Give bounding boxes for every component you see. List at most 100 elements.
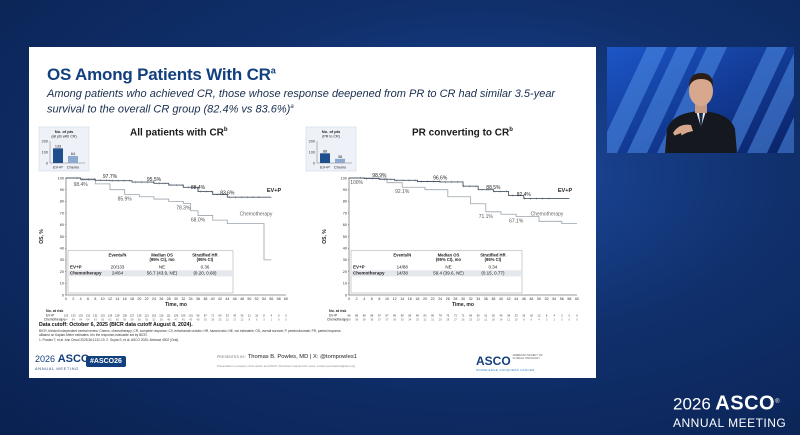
at-risk-chemo-value: 8 (249, 318, 251, 322)
table-header: (95% CI) (485, 257, 502, 262)
at-risk-chemo-value: 6 (531, 318, 533, 322)
x-tick-label: 38 (491, 297, 495, 301)
at-risk-evp-value: 111 (167, 314, 171, 318)
x-tick-label: 50 (537, 297, 541, 301)
series-label-chemo: Chemotherapy (531, 211, 564, 217)
inset-bar-value: 133 (55, 144, 61, 148)
x-tick-label: 36 (484, 297, 488, 301)
inset-box (38, 126, 90, 172)
y-tick-label: 50 (343, 235, 347, 239)
at-risk-evp-value: 61 (484, 314, 487, 318)
at-risk-evp-value: 109 (174, 314, 179, 318)
x-tick-label: 0 (348, 297, 350, 301)
x-axis-label: Time, mo (452, 302, 474, 308)
at-risk-evp-value: 71 (211, 314, 214, 318)
inset-y-tick: 0 (46, 162, 48, 166)
at-risk-evp-value: 88 (355, 314, 358, 318)
at-risk-chemo-value: 21 (484, 318, 487, 322)
at-risk-evp-value: 121 (145, 314, 150, 318)
table-header: (95% CI), mo (436, 257, 462, 262)
y-tick-label: 40 (343, 247, 347, 251)
at-risk-evp-value: 131 (101, 314, 106, 318)
at-risk-chemo-value: 34 (408, 318, 411, 322)
table-row-bg (351, 270, 522, 277)
x-tick-label: 12 (393, 297, 397, 301)
footnote-abbrev: BICR, blinded independent central review… (39, 328, 342, 333)
at-risk-chemo-value: 36 (393, 318, 396, 322)
x-tick-label: 2 (72, 297, 74, 301)
at-risk-chemo-value: 50 (160, 318, 163, 322)
at-risk-evp-value: 101 (189, 314, 194, 318)
at-risk-chemo-value: 8 (523, 318, 525, 322)
inset-x-label: EV+P (320, 166, 330, 170)
x-tick-label: 50 (247, 297, 251, 301)
inset-label: No. of pts (322, 129, 341, 134)
at-risk-evp-value: 87 (378, 314, 381, 318)
at-risk-chemo-value: 12 (507, 318, 510, 322)
at-risk-chemo-value: 0 (285, 318, 287, 322)
x-tick-label: 48 (529, 297, 533, 301)
at-risk-evp-label: EV+P (329, 314, 337, 318)
y-axis-label: OS, % (39, 229, 45, 244)
at-risk-chemo-value: 23 (477, 318, 480, 322)
x-tick-label: 10 (101, 297, 105, 301)
at-risk-evp-value: 8 (263, 314, 265, 318)
at-risk-chemo-value: 35 (401, 318, 404, 322)
annotation-evp: 96.6% (433, 175, 448, 181)
x-tick-label: 12 (108, 297, 112, 301)
table-cell: 14/88 (397, 265, 409, 270)
annotation-evp: 88.5% (486, 185, 501, 191)
at-risk-chemo-value: 17 (233, 318, 236, 322)
x-tick-label: 42 (218, 297, 222, 301)
annotation-chemo: 71.1% (479, 214, 494, 220)
at-risk-evp-value: 128 (123, 314, 128, 318)
inset-y-tick: 200 (309, 140, 315, 144)
annotation-evp: 88.4% (191, 185, 206, 191)
footnote-refs: 1. Powles T, et al. Ann Oncol 2025;36:12… (39, 337, 180, 342)
asco-annual-meeting-logo: 2026 ASCO ANNUAL MEETING (35, 353, 90, 372)
inset-sublabel: (all pts with CR) (51, 135, 76, 139)
x-tick-label: 48 (240, 297, 244, 301)
at-risk-evp-value: 87 (204, 314, 207, 318)
y-tick-label: 50 (60, 235, 64, 239)
at-risk-evp-value: 26 (522, 314, 525, 318)
at-risk-evp-value: 85 (401, 314, 404, 318)
x-tick-label: 24 (438, 297, 442, 301)
at-risk-evp-value: 0 (278, 314, 280, 318)
x-tick-label: 54 (552, 297, 556, 301)
x-tick-label: 42 (507, 297, 511, 301)
table-header: Events/N (109, 253, 127, 258)
hashtag-badge: #ASCO26 (86, 356, 126, 367)
table-cell: 56.7 (43.9, NE) (147, 271, 178, 276)
at-risk-chemo-value: 29 (439, 318, 442, 322)
x-tick-label: 40 (211, 297, 215, 301)
at-risk-evp-value: 133 (64, 314, 69, 318)
at-risk-evp-value: 118 (152, 314, 157, 318)
at-risk-evp-value: 76 (446, 314, 449, 318)
at-risk-chemo-value: 38 (355, 318, 358, 322)
y-tick-label: 30 (60, 258, 64, 262)
x-tick-label: 32 (181, 297, 185, 301)
at-risk-chemo-value: 58 (131, 318, 134, 322)
at-risk-evp-value: 128 (115, 314, 120, 318)
speaker-video (607, 47, 794, 153)
evp-curve (66, 177, 272, 198)
x-tick-label: 30 (174, 297, 178, 301)
table-cell: (0.15, 0.77) (481, 271, 505, 276)
annotation-evp: 98.9% (372, 173, 387, 179)
x-tick-label: 18 (415, 297, 419, 301)
y-tick-label: 10 (60, 282, 64, 286)
x-tick-label: 30 (461, 297, 465, 301)
at-risk-evp-value: 116 (159, 314, 164, 318)
at-risk-chemo-value: 37 (378, 318, 381, 322)
at-risk-chemo-value: 63 (101, 318, 104, 322)
at-risk-evp-value: 8 (546, 314, 548, 318)
at-risk-evp-value: 53 (226, 314, 229, 318)
slide-title: OS Among Patients With CRa (47, 65, 276, 84)
at-risk-chemo-value: 18 (492, 318, 495, 322)
at-risk-chemo-value: 48 (167, 318, 170, 322)
table-header: Stratified HR (480, 253, 505, 258)
at-risk-evp-value: 126 (137, 314, 142, 318)
km-charts: No. of pts(all pts with CR)2001000133EV+… (38, 126, 579, 322)
at-risk-evp-value: 55 (492, 314, 495, 318)
